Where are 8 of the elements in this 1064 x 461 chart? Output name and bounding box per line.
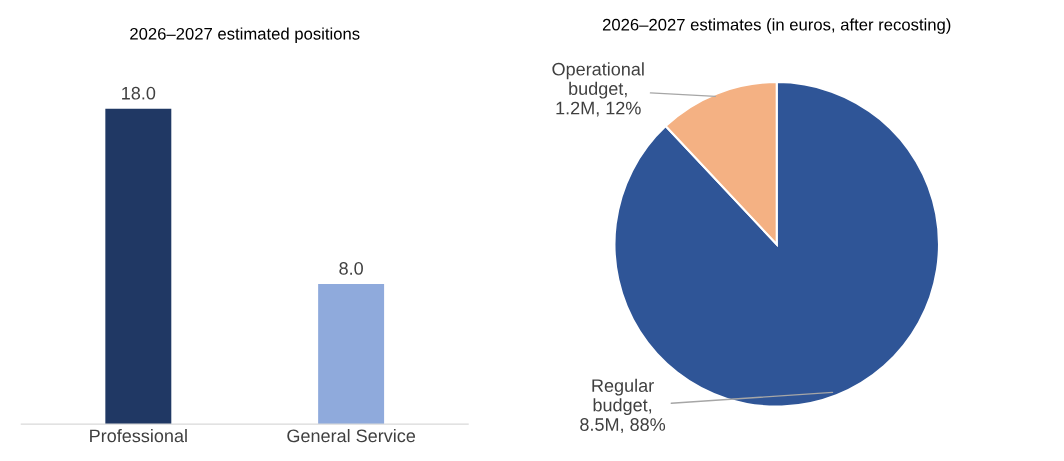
data-label: 8.0 bbox=[339, 262, 363, 275]
slice-label: Regular budget, 8.5M, 88% bbox=[580, 378, 666, 434]
x-tick-label: Professional bbox=[90, 428, 187, 443]
chart-title: 2026–2027 estimated positions bbox=[130, 27, 360, 43]
data-label: 18.0 bbox=[122, 86, 156, 100]
chart-title: 2026–2027 estimates (in euros, after recosting) bbox=[602, 18, 951, 34]
x-tick-label: General Service bbox=[287, 428, 416, 443]
slice-label: Operational budget, 1.2M, 12% bbox=[552, 62, 644, 117]
